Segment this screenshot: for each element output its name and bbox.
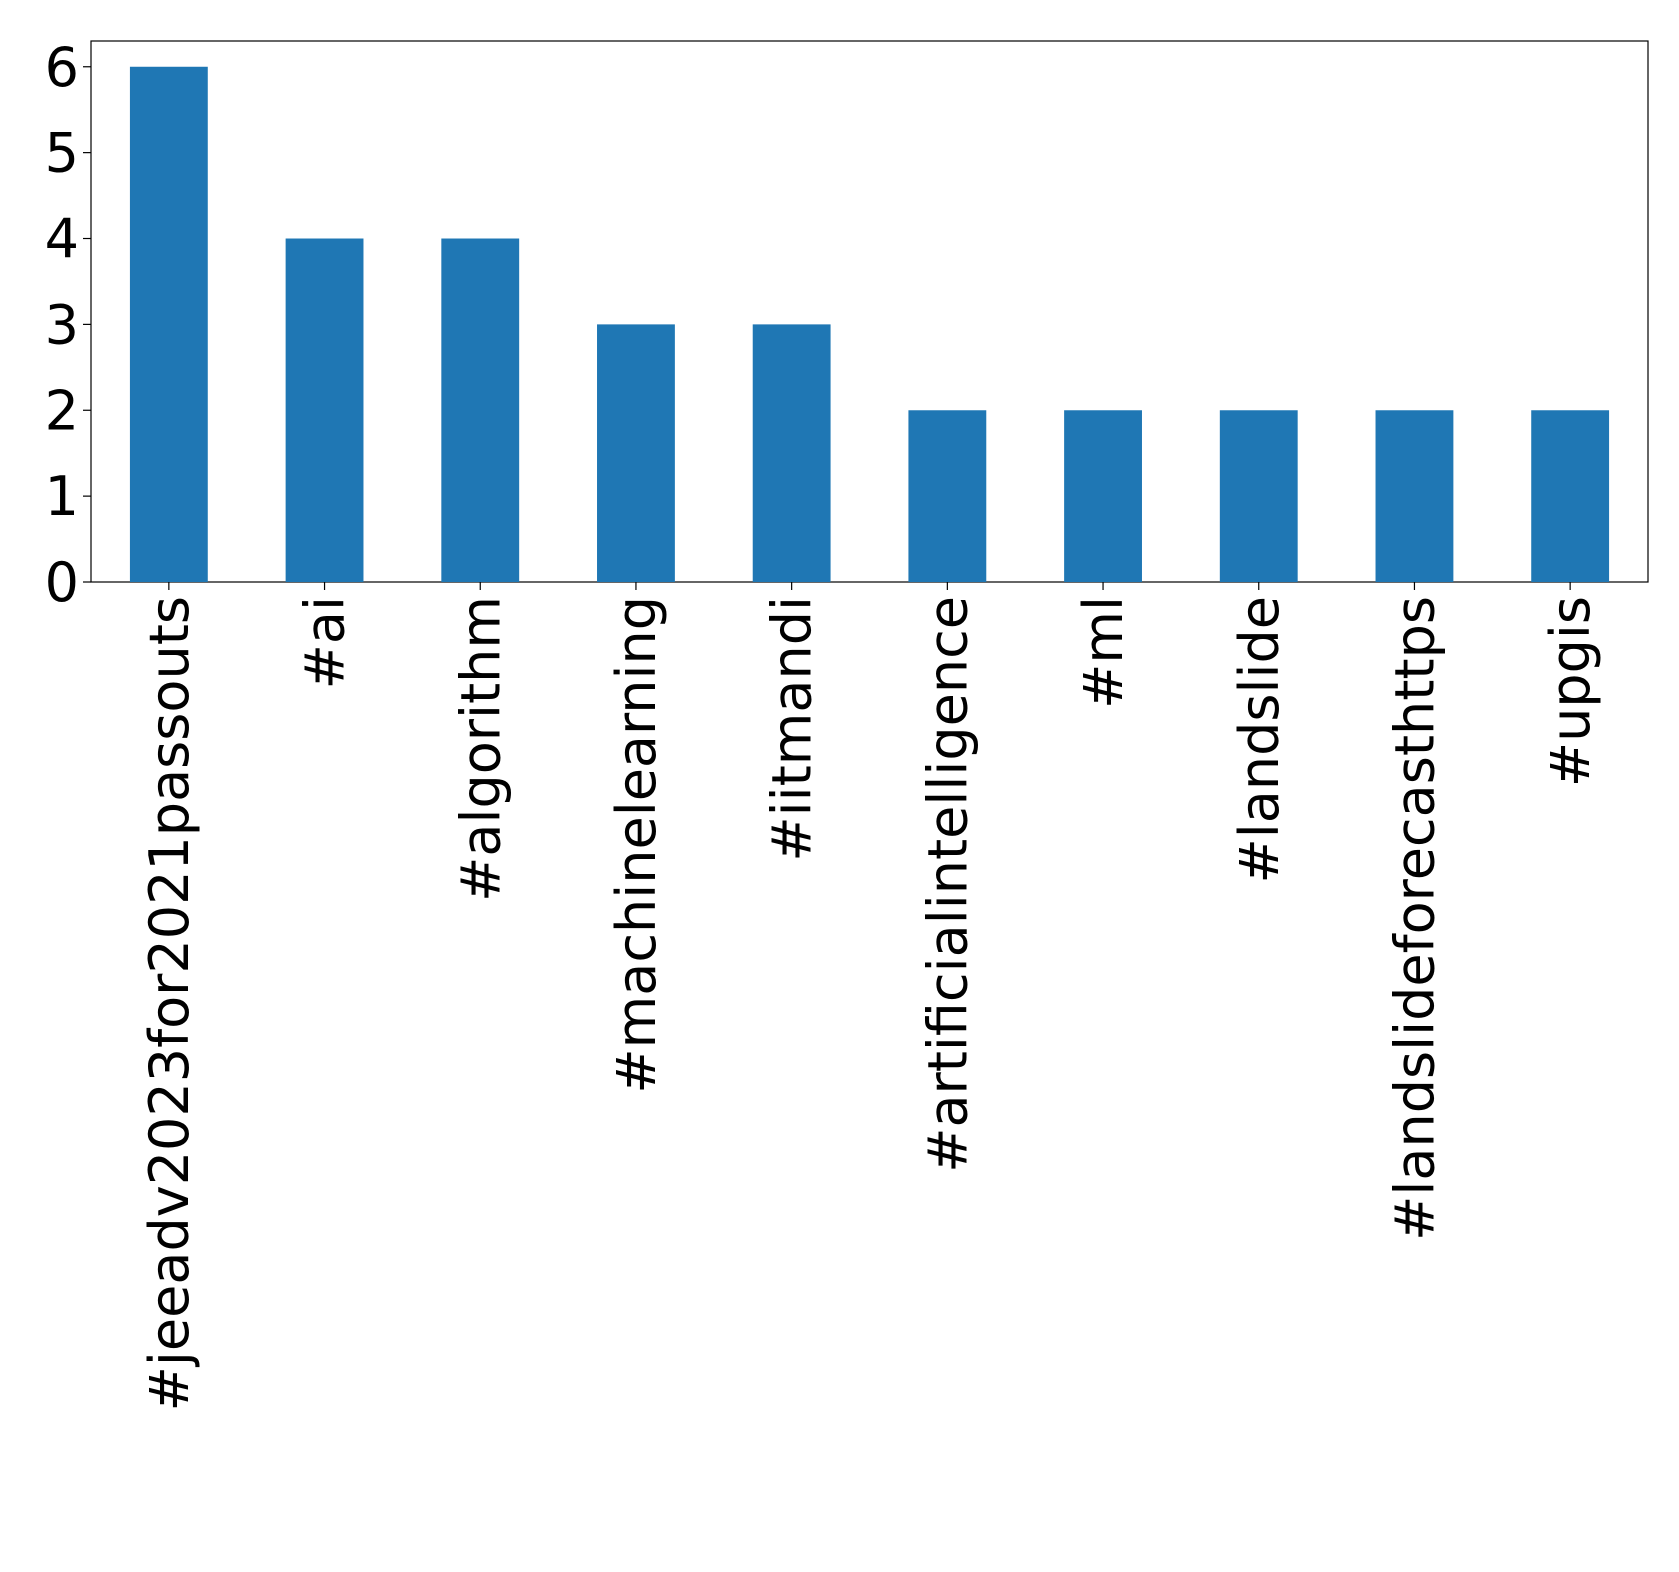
y-tick-label: 1 (45, 465, 79, 528)
y-tick-label: 0 (45, 551, 79, 614)
x-tick-label: #machinelearning (605, 596, 668, 1094)
bar (1375, 410, 1454, 582)
x-tick-label: #algorithm (449, 596, 512, 902)
x-tick-label: #jeeadv2023for2021passouts (138, 596, 201, 1411)
x-tick-label: #ml (1072, 596, 1135, 709)
y-tick-label: 4 (45, 208, 79, 271)
x-tick-label: #ai (294, 596, 357, 689)
bar (285, 238, 364, 582)
x-tick-label: #landslide (1228, 596, 1291, 883)
bar (752, 324, 831, 582)
bar (908, 410, 987, 582)
bar (1219, 410, 1298, 582)
y-tick-label: 5 (45, 122, 79, 185)
x-tick-label: #iitmandi (761, 596, 824, 862)
x-tick-label: #upgis (1539, 596, 1602, 787)
bar (597, 324, 675, 582)
y-tick-label: 3 (45, 293, 79, 356)
bar (129, 66, 208, 582)
bar (441, 238, 520, 582)
y-tick-label: 6 (45, 36, 79, 99)
bar (1531, 410, 1610, 582)
bar (1064, 410, 1142, 582)
x-tick-label: #artificialintelligence (916, 596, 979, 1173)
x-tick-label: #landslideforecasthttps (1383, 596, 1446, 1241)
plot-frame (90, 40, 1649, 583)
y-tick-label: 2 (45, 379, 79, 442)
